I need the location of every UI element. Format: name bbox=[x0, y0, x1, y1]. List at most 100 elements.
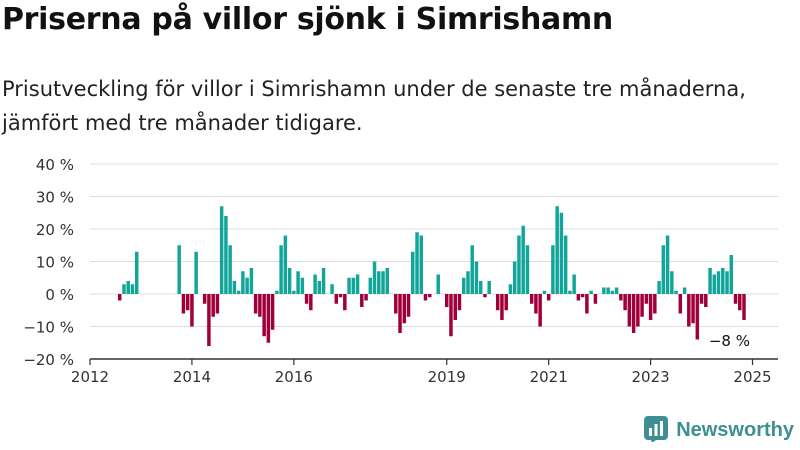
bar bbox=[330, 284, 334, 294]
axes bbox=[89, 358, 778, 365]
bar bbox=[372, 261, 377, 294]
bar bbox=[398, 294, 402, 333]
bar bbox=[453, 294, 457, 320]
y-tick-label: 0 % bbox=[45, 286, 74, 304]
bar bbox=[525, 245, 530, 294]
bar bbox=[411, 251, 415, 294]
bar bbox=[202, 294, 207, 304]
bar bbox=[385, 268, 390, 294]
bar bbox=[224, 216, 228, 294]
bar bbox=[287, 268, 292, 294]
bar bbox=[712, 274, 717, 294]
bar bbox=[211, 294, 215, 317]
y-tick-label: −10 % bbox=[23, 319, 74, 337]
bar bbox=[589, 290, 593, 294]
bar bbox=[207, 294, 211, 346]
bar bbox=[351, 277, 356, 294]
x-tick-label: 2021 bbox=[530, 368, 568, 386]
bar bbox=[436, 274, 440, 294]
bar bbox=[190, 294, 194, 327]
bar bbox=[355, 274, 360, 294]
bar bbox=[177, 245, 181, 294]
bar bbox=[444, 294, 449, 307]
bar bbox=[602, 287, 606, 294]
bar bbox=[555, 206, 559, 294]
bar bbox=[704, 294, 708, 307]
bar bbox=[631, 294, 636, 333]
bar bbox=[253, 294, 258, 314]
bar bbox=[241, 271, 245, 294]
x-tick-label: 2014 bbox=[173, 368, 211, 386]
bar bbox=[466, 271, 470, 294]
bar bbox=[729, 255, 734, 294]
bar bbox=[682, 287, 687, 294]
bar bbox=[674, 290, 678, 294]
bar bbox=[449, 294, 453, 337]
bar bbox=[423, 294, 428, 301]
bar bbox=[738, 294, 742, 311]
brand-name: Newsworthy bbox=[676, 418, 794, 441]
bar bbox=[130, 284, 135, 294]
bar bbox=[296, 271, 300, 294]
bar bbox=[245, 277, 249, 294]
bar bbox=[687, 294, 691, 327]
bar bbox=[733, 294, 738, 304]
bar bbox=[258, 294, 262, 317]
bar bbox=[691, 294, 695, 324]
bar bbox=[317, 281, 322, 294]
bar bbox=[283, 235, 288, 294]
bar bbox=[572, 274, 576, 294]
bar bbox=[716, 271, 721, 294]
bar bbox=[474, 261, 479, 294]
bar bbox=[521, 225, 525, 294]
bar bbox=[699, 294, 704, 304]
bar bbox=[483, 294, 487, 298]
bar bbox=[381, 271, 385, 294]
bar bbox=[343, 294, 347, 311]
bar bbox=[360, 294, 364, 307]
bar bbox=[500, 294, 504, 320]
bar bbox=[347, 277, 351, 294]
bar bbox=[487, 281, 491, 294]
bar bbox=[415, 232, 419, 294]
bar bbox=[122, 284, 126, 294]
bar bbox=[512, 261, 517, 294]
bar bbox=[117, 294, 122, 301]
bar bbox=[542, 290, 547, 294]
bar bbox=[614, 287, 619, 294]
bar bbox=[419, 235, 424, 294]
bar bbox=[725, 271, 729, 294]
bar bbox=[292, 290, 296, 294]
bar bbox=[640, 294, 644, 317]
y-tick-label: 20 % bbox=[36, 221, 74, 239]
bar bbox=[665, 235, 670, 294]
bar bbox=[232, 281, 237, 294]
bar bbox=[406, 294, 411, 317]
bar bbox=[338, 294, 343, 298]
bar bbox=[270, 294, 275, 330]
bar bbox=[279, 245, 283, 294]
bar bbox=[215, 294, 220, 314]
x-tick-label: 2025 bbox=[733, 368, 771, 386]
x-tick-label: 2023 bbox=[631, 368, 669, 386]
bar bbox=[377, 271, 381, 294]
bar bbox=[576, 294, 581, 301]
bar bbox=[309, 294, 313, 311]
bar bbox=[495, 294, 500, 311]
bar bbox=[364, 294, 368, 301]
y-tick-label: 30 % bbox=[36, 189, 74, 207]
y-tick-label: 40 % bbox=[36, 156, 74, 174]
bar bbox=[181, 294, 186, 314]
bar bbox=[249, 268, 254, 294]
bar bbox=[538, 294, 542, 327]
bar bbox=[517, 235, 521, 294]
bar bbox=[529, 294, 534, 304]
bar bbox=[563, 235, 568, 294]
bar bbox=[219, 206, 224, 294]
bar bbox=[627, 294, 632, 327]
bar bbox=[546, 294, 551, 301]
bar bbox=[551, 245, 555, 294]
bar bbox=[236, 290, 241, 294]
bar bbox=[508, 284, 513, 294]
newsworthy-brand: Newsworthy bbox=[642, 414, 794, 446]
